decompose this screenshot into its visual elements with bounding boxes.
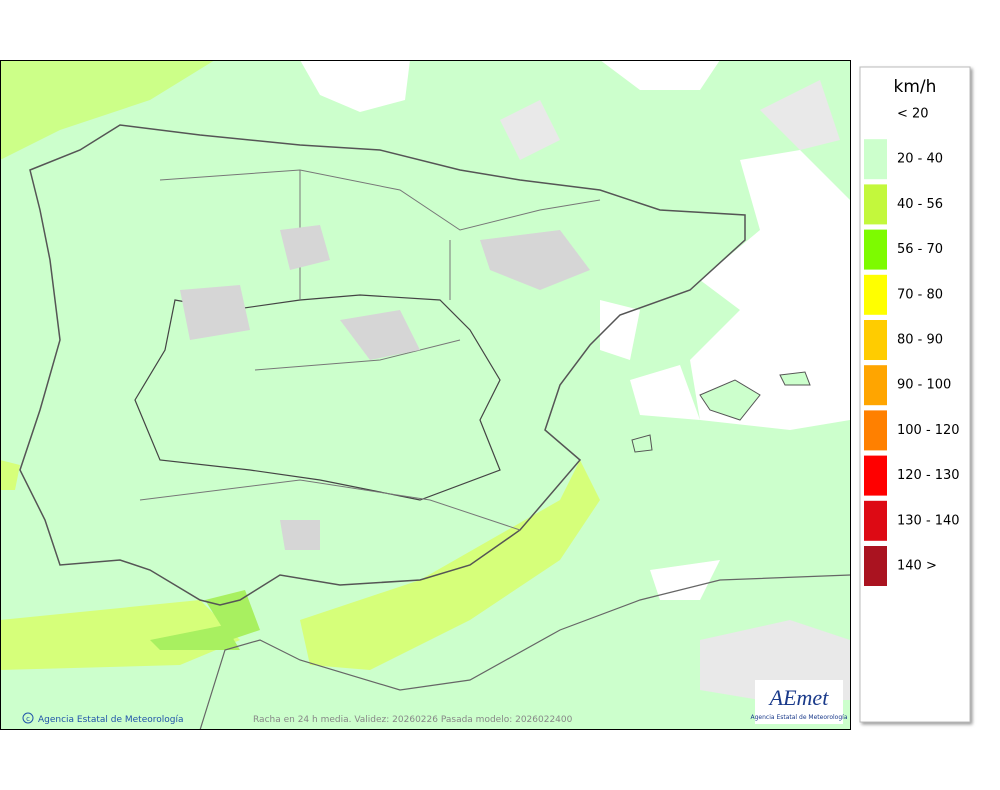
legend-swatch <box>864 500 887 541</box>
legend-swatch <box>864 320 887 360</box>
legend-swatch <box>864 365 887 406</box>
legend-title: km/h <box>894 77 937 97</box>
legend: < 20 20 - 40 40 - 56 56 - 70 70 - 80 80 - 90 9… <box>864 94 960 586</box>
copyright-icon <box>22 712 34 724</box>
copyright-c: c <box>26 715 30 723</box>
caption: Racha en 24 h media. Validez: 20260226 P… <box>253 715 573 725</box>
logo-subtitle: Agencia Estatal de Meteorología <box>751 714 848 721</box>
legend-swatch <box>864 455 887 496</box>
legend-label: 80 - 90 <box>897 333 943 348</box>
legend-swatch <box>864 546 887 586</box>
legend-swatch <box>864 94 887 134</box>
logo-box <box>755 680 843 724</box>
legend-swatch <box>864 229 887 270</box>
logo: AEmet <box>768 685 830 710</box>
legend-label: 70 - 80 <box>897 287 943 302</box>
legend-label: 20 - 40 <box>897 152 943 167</box>
legend-swatch <box>864 184 887 225</box>
legend-label: 40 - 56 <box>897 197 943 212</box>
legend-label: 130 - 140 <box>897 513 960 528</box>
map <box>0 60 851 730</box>
legend-swatch <box>864 274 887 315</box>
legend-label: 100 - 120 <box>897 423 960 438</box>
legend-label: 140 > <box>897 559 937 574</box>
credit: Agencia Estatal de Meteorología <box>38 715 184 725</box>
legend-label: 90 - 100 <box>897 378 951 393</box>
legend-swatch <box>864 410 887 451</box>
legend-swatch <box>864 139 887 180</box>
legend-label: 120 - 130 <box>897 468 960 483</box>
legend-label: 56 - 70 <box>897 242 943 257</box>
legend-label: < 20 <box>897 107 929 122</box>
